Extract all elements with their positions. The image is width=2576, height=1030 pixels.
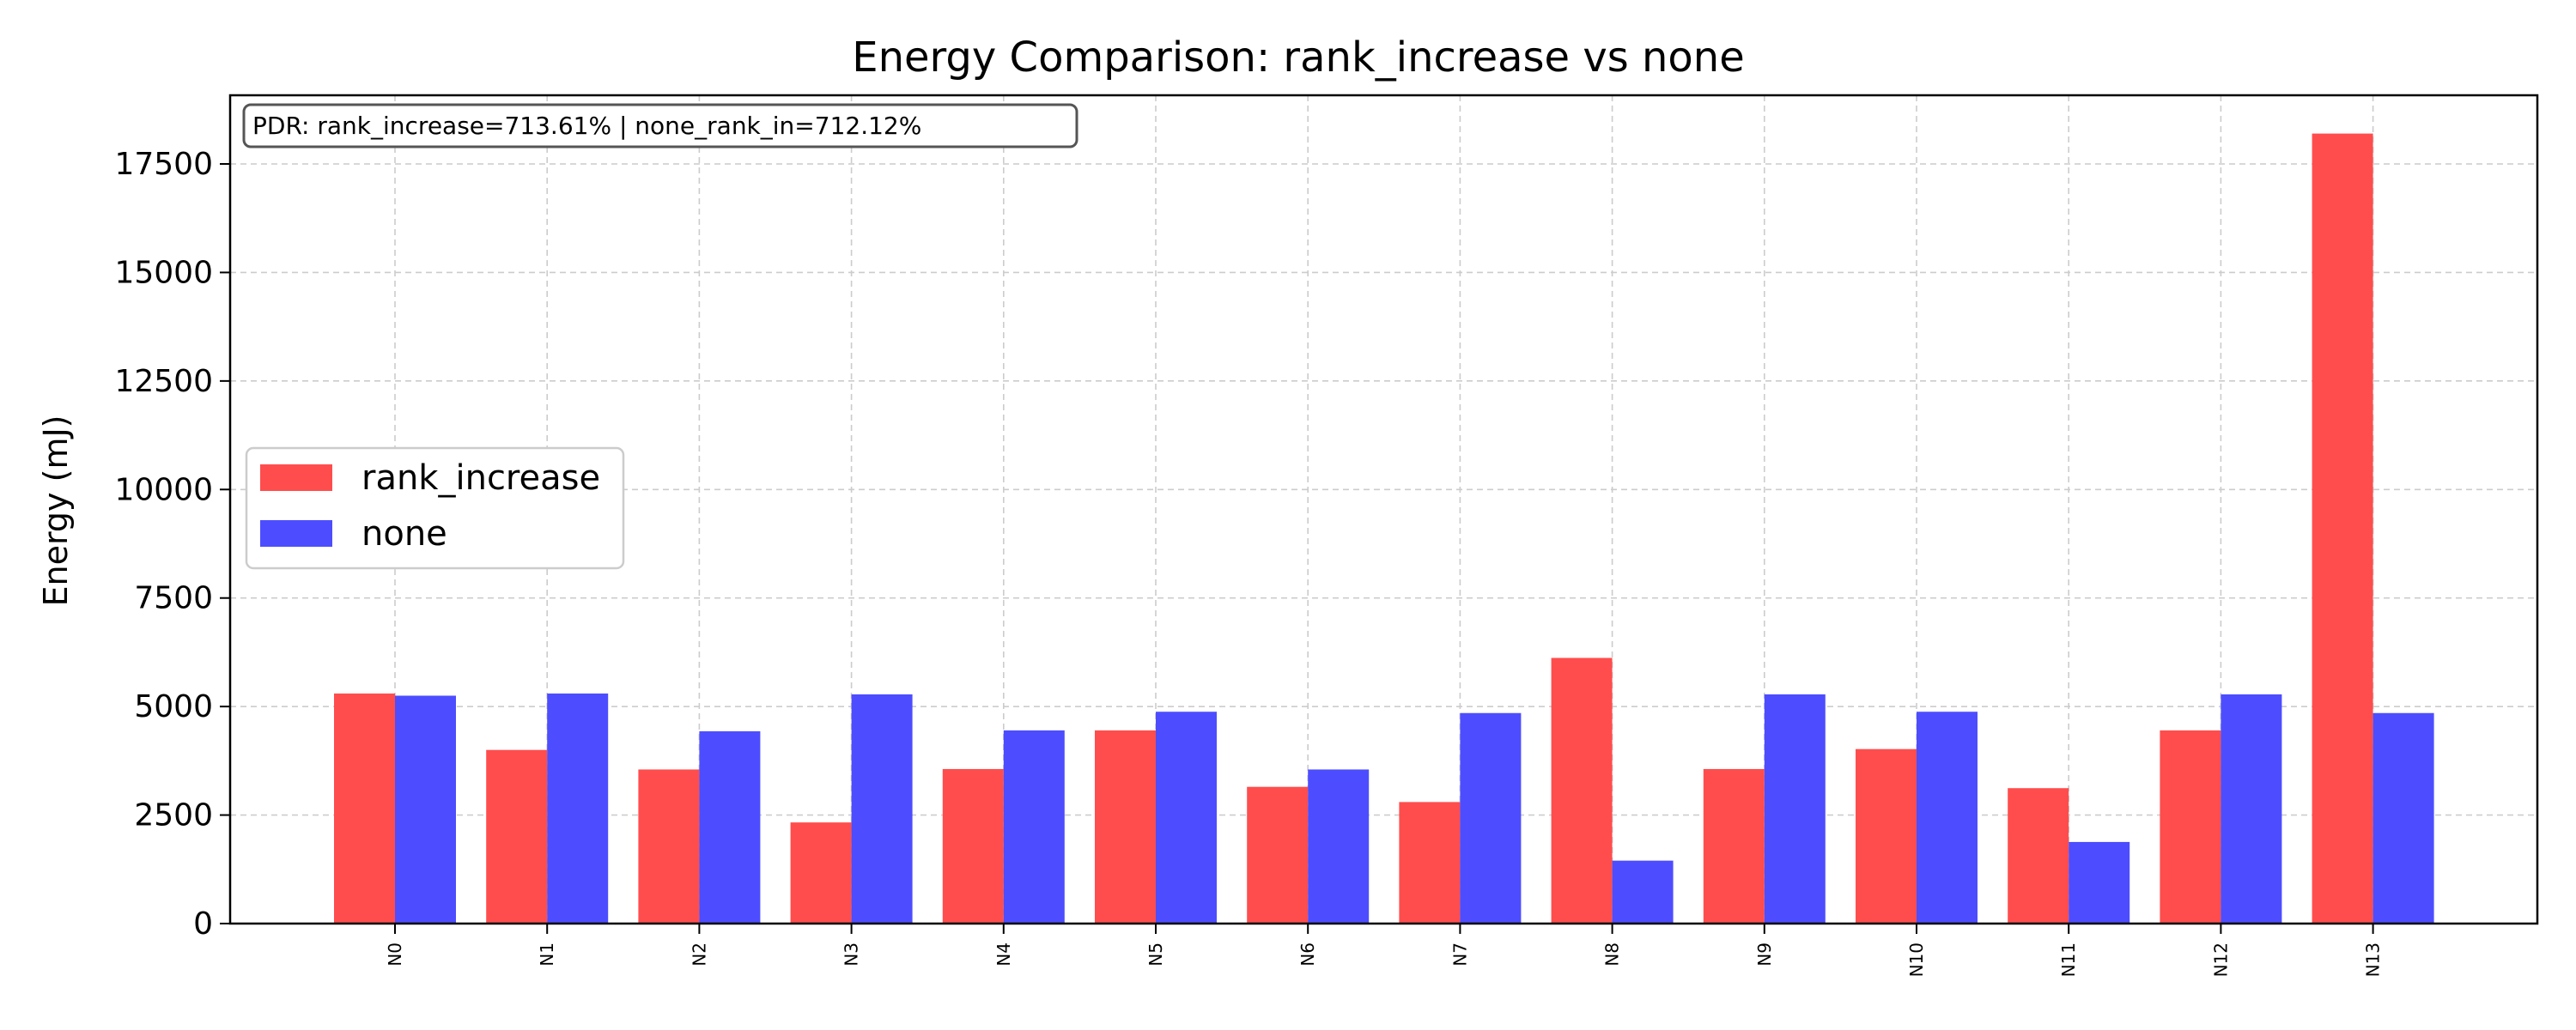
bar-rank-increase-n9 (1703, 768, 1765, 924)
plot-frame (228, 94, 2539, 925)
x-tick-label: N1 (537, 942, 557, 966)
bar-none-n11 (2069, 841, 2130, 924)
y-tick-label: 0 (193, 906, 213, 942)
axis-ticks: 0 2500 5000 7500 10000 12500 15000 17500 N0 N1 N2 N… (114, 147, 2383, 977)
x-tick-label: N9 (1754, 942, 1775, 966)
bar-rank-increase-n5 (1095, 730, 1156, 924)
legend-swatch-rank-increase (260, 464, 332, 491)
bar-none-n7 (1460, 712, 1522, 924)
y-tick-label: 5000 (134, 689, 213, 724)
bar-none-n0 (395, 695, 456, 924)
bar-rank-increase-n7 (1399, 802, 1461, 924)
pdr-annotation: PDR: rank_increase=713.61% | none_rank_i… (242, 103, 1078, 148)
annotation-box (242, 103, 1078, 148)
x-tick-label: N11 (2058, 942, 2079, 977)
y-tick-label: 7500 (134, 581, 213, 616)
y-tick-label: 15000 (114, 255, 213, 290)
x-tick-label: N0 (385, 942, 405, 966)
x-tick-label: N8 (1602, 942, 1623, 966)
x-tick-label: N13 (2363, 942, 2384, 977)
bar-none-n2 (699, 730, 761, 924)
y-tick-label: 12500 (114, 364, 213, 399)
bar-rank-increase-n8 (1551, 657, 1613, 924)
legend-label-rank-increase: rank_increase (361, 458, 600, 498)
y-tick-label: 10000 (114, 472, 213, 507)
bar-rank-increase-n6 (1247, 786, 1309, 924)
bar-rank-increase-n12 (2160, 730, 2221, 924)
bar-none-n6 (1308, 769, 1370, 924)
bar-none-n9 (1764, 694, 1826, 924)
y-tick-label: 17500 (114, 147, 213, 182)
bar-rank-increase-n2 (638, 769, 700, 924)
bar-none-n10 (1917, 712, 1978, 924)
bars (334, 133, 2434, 924)
bar-none-n3 (851, 694, 913, 924)
x-tick-label: N10 (1906, 942, 1927, 977)
bar-rank-increase-n3 (790, 822, 852, 924)
x-tick-label: N3 (841, 942, 862, 966)
bar-none-n8 (1612, 860, 1674, 924)
chart-title: Energy Comparison: rank_increase vs none (852, 33, 1744, 82)
bar-rank-increase-n0 (334, 693, 395, 924)
x-tick-label: N2 (689, 942, 709, 966)
y-tick-label: 2500 (134, 798, 213, 833)
x-tick-label: N7 (1449, 942, 1470, 966)
bar-none-n13 (2372, 712, 2434, 924)
legend-label-none: none (361, 514, 447, 554)
y-axis-label: Energy (mJ) (37, 415, 75, 607)
legend-frame (245, 446, 625, 570)
bar-none-n5 (1156, 712, 1217, 924)
bar-rank-increase-n13 (2312, 133, 2373, 924)
bar-none-n12 (2221, 694, 2282, 924)
legend-swatch-none (260, 520, 332, 547)
x-tick-label: N12 (2210, 942, 2231, 977)
annotation-text: PDR: rank_increase=713.61% | none_rank_i… (252, 112, 921, 140)
legend: rank_increase none (245, 446, 625, 570)
bar-rank-increase-n10 (1856, 748, 1917, 924)
bar-none-n4 (1003, 730, 1065, 924)
x-tick-label: N6 (1297, 942, 1318, 966)
bar-rank-increase-n4 (942, 768, 1004, 924)
bar-rank-increase-n11 (2008, 788, 2069, 924)
x-tick-label: N4 (993, 942, 1014, 966)
x-tick-label: N5 (1145, 942, 1166, 966)
bar-none-n1 (547, 693, 609, 924)
bar-rank-increase-n1 (486, 749, 548, 924)
